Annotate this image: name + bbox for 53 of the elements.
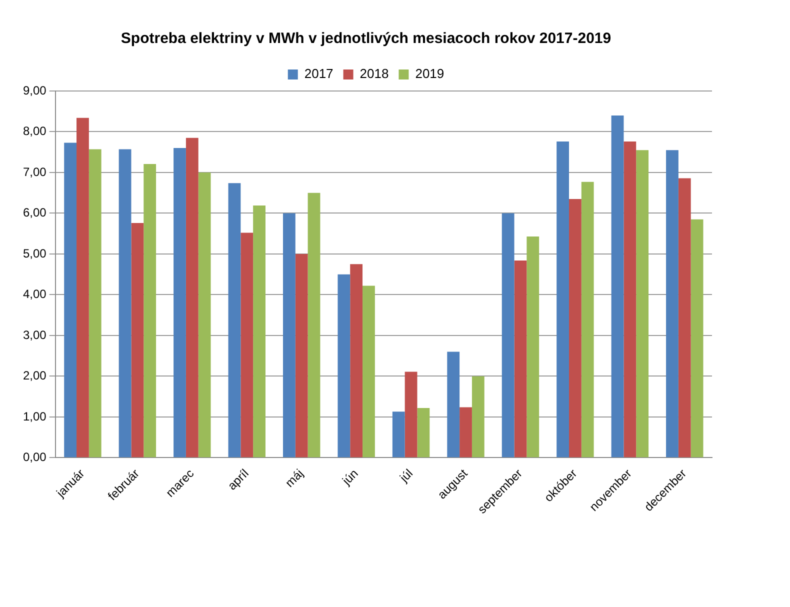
bar xyxy=(636,150,649,458)
bar xyxy=(690,219,704,458)
y-tick-label: 5,00 xyxy=(22,246,47,260)
bar xyxy=(76,118,89,458)
chart-title: Spotreba elektriny v MWh v jednotlivých mesiacoch rokov 2017-2019 xyxy=(120,30,612,48)
bar xyxy=(282,213,296,458)
bar xyxy=(526,236,540,458)
y-tick-label: 3,00 xyxy=(22,328,47,342)
y-tick-label: 0,00 xyxy=(22,450,47,464)
y-tick-label: 8,00 xyxy=(22,124,47,138)
bar xyxy=(556,142,569,458)
bar xyxy=(118,149,132,458)
y-tick-label: 6,00 xyxy=(22,206,47,220)
y-tick-label: 1,00 xyxy=(22,409,47,424)
y-tick-label: 7,00 xyxy=(22,164,47,179)
bar xyxy=(186,138,198,458)
bar xyxy=(198,172,211,458)
bar xyxy=(240,232,254,458)
bar xyxy=(308,192,320,458)
bar xyxy=(514,260,527,458)
bar xyxy=(611,115,624,458)
legend-label: 2019 xyxy=(415,66,444,82)
y-tick-label: 9,00 xyxy=(22,83,47,98)
bar xyxy=(174,148,186,458)
bar xyxy=(295,254,308,458)
bar xyxy=(88,149,102,458)
bar xyxy=(666,150,678,458)
bar xyxy=(678,178,691,458)
y-tick-label: 4,00 xyxy=(22,287,47,302)
legend-label: 2018 xyxy=(360,66,389,82)
bar xyxy=(350,264,363,458)
legend-label: 2017 xyxy=(304,66,334,82)
bar xyxy=(144,164,156,458)
bar xyxy=(64,142,77,458)
bar xyxy=(228,183,241,458)
bar xyxy=(392,412,405,458)
bar xyxy=(338,274,350,458)
x-tick-label: júl xyxy=(396,466,416,486)
bar xyxy=(581,182,594,458)
bar xyxy=(502,213,514,458)
bar xyxy=(472,376,484,458)
y-tick-label: 2,00 xyxy=(22,368,47,383)
bar xyxy=(362,286,375,458)
bar xyxy=(417,408,430,458)
bar xyxy=(253,206,266,458)
x-tick-label: jún xyxy=(338,466,361,488)
bar xyxy=(460,407,472,458)
bar xyxy=(624,142,636,458)
bar xyxy=(447,352,460,458)
bar xyxy=(568,198,582,458)
bar xyxy=(404,372,418,458)
x-tick-label: máj xyxy=(282,466,306,490)
bar xyxy=(131,223,144,458)
